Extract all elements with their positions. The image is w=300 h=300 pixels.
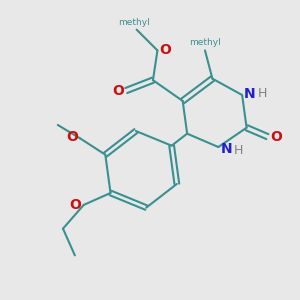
Text: H: H [258,87,267,100]
Text: N: N [220,142,232,155]
Text: methyl: methyl [189,38,221,47]
Text: O: O [112,84,124,98]
Text: O: O [270,130,282,144]
Text: methyl: methyl [118,18,149,27]
Text: O: O [70,198,81,212]
Text: H: H [234,144,243,157]
Text: N: N [244,86,256,100]
Text: O: O [66,130,78,144]
Text: O: O [159,44,171,57]
